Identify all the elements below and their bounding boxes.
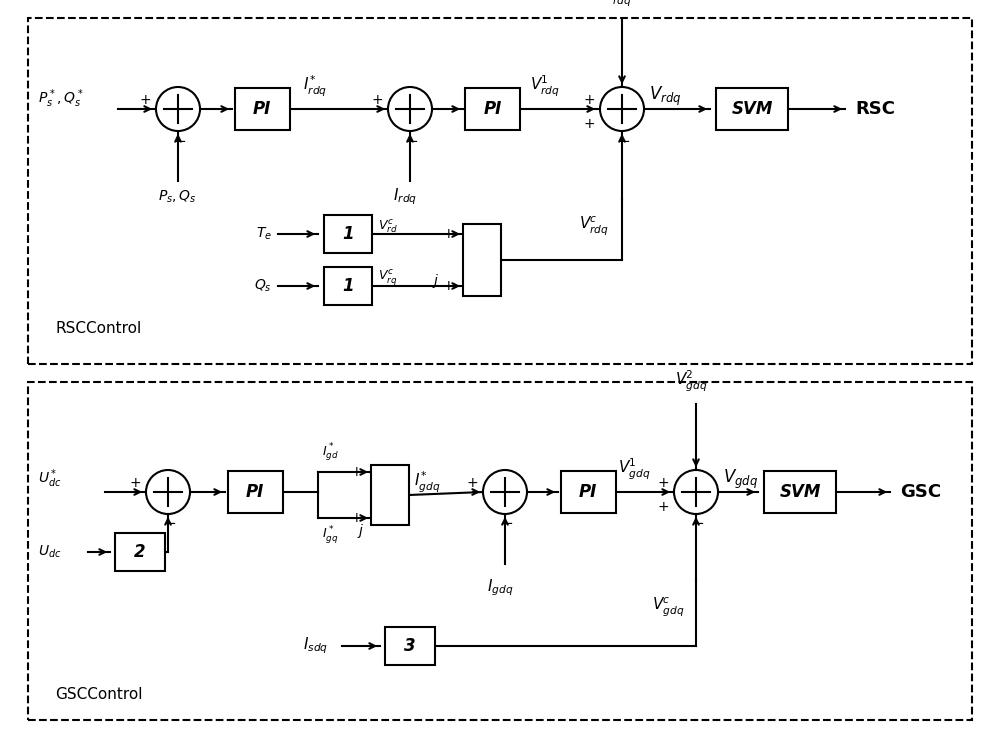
Bar: [115, 533, 165, 571]
Bar: [324, 215, 372, 253]
Text: $\mathbf{\mathit{V}}^2_{gdq}$: $\mathbf{\mathit{V}}^2_{gdq}$: [675, 369, 707, 394]
Bar: [235, 88, 290, 130]
Text: 3: 3: [404, 637, 416, 655]
Bar: [385, 627, 435, 665]
Text: $-$: $-$: [617, 132, 631, 147]
Text: GSC: GSC: [900, 483, 941, 501]
Text: PI: PI: [579, 483, 597, 501]
Text: +: +: [583, 93, 595, 107]
Text: GSCControl: GSCControl: [55, 687, 143, 702]
Circle shape: [388, 87, 432, 131]
Text: 1: 1: [342, 225, 354, 243]
Bar: [28, 382, 972, 720]
Circle shape: [483, 470, 527, 514]
Bar: [465, 88, 520, 130]
Text: +: +: [442, 227, 454, 241]
Text: +: +: [350, 511, 362, 525]
Text: $\mathit{U}^*_{dc}$: $\mathit{U}^*_{dc}$: [38, 468, 62, 490]
Bar: [463, 224, 501, 296]
Text: PI: PI: [484, 100, 502, 118]
Circle shape: [674, 470, 718, 514]
Text: +: +: [583, 117, 595, 131]
Text: $-$: $-$: [500, 515, 514, 530]
Text: SVM: SVM: [779, 483, 821, 501]
Text: 1: 1: [342, 277, 354, 295]
Text: 2: 2: [134, 543, 146, 561]
Text: $-$: $-$: [173, 132, 187, 147]
Text: +: +: [371, 93, 383, 107]
Text: $\mathit{P}_s$$,\mathit{Q}_s$: $\mathit{P}_s$$,\mathit{Q}_s$: [158, 189, 197, 205]
Text: PI: PI: [246, 483, 264, 501]
Text: $\mathbf{\mathit{I}}_{rdq}$: $\mathbf{\mathit{I}}_{rdq}$: [393, 187, 417, 208]
Text: $\mathbf{\mathit{I}}^*_{rdq}$: $\mathbf{\mathit{I}}^*_{rdq}$: [303, 74, 327, 99]
Text: +: +: [139, 93, 151, 107]
Text: $-$: $-$: [163, 515, 177, 530]
Text: $\mathbf{\mathit{I}}_{gdq}$: $\mathbf{\mathit{I}}_{gdq}$: [487, 577, 513, 597]
Bar: [764, 471, 836, 513]
Bar: [560, 471, 616, 513]
Text: +: +: [350, 465, 362, 479]
Bar: [28, 18, 972, 364]
Text: +: +: [657, 476, 669, 490]
Text: RSC: RSC: [855, 100, 895, 118]
Text: RSCControl: RSCControl: [55, 321, 141, 336]
Bar: [228, 471, 283, 513]
Text: $\mathbf{\mathit{I}}^*_{gdq}$: $\mathbf{\mathit{I}}^*_{gdq}$: [414, 469, 441, 495]
Text: +: +: [657, 500, 669, 514]
Text: $\mathit{V}^c_{rd}$: $\mathit{V}^c_{rd}$: [378, 217, 398, 235]
Text: $\mathit{P}_s^*$$,\mathit{Q}_s^*$: $\mathit{P}_s^*$$,\mathit{Q}_s^*$: [38, 88, 84, 110]
Text: $\mathbf{\mathit{V}}_{rdq}$: $\mathbf{\mathit{V}}_{rdq}$: [649, 84, 682, 108]
Text: $\mathit{V}^c_{rq}$: $\mathit{V}^c_{rq}$: [378, 269, 397, 288]
Text: $\mathit{I}^*_{gq}$: $\mathit{I}^*_{gq}$: [322, 524, 338, 546]
Text: $-$: $-$: [691, 515, 705, 530]
Text: SVM: SVM: [731, 100, 773, 118]
Bar: [324, 267, 372, 305]
Text: $\mathit{j}$: $\mathit{j}$: [357, 522, 364, 540]
Circle shape: [600, 87, 644, 131]
Text: +: +: [129, 476, 141, 490]
Text: $\mathbf{\mathit{I}}_{sdq}$: $\mathbf{\mathit{I}}_{sdq}$: [303, 635, 328, 656]
Text: $\mathbf{\mathit{V}}^c_{gdq}$: $\mathbf{\mathit{V}}^c_{gdq}$: [652, 595, 684, 618]
Text: $\mathbf{\mathit{V}}^2_{rdq}$: $\mathbf{\mathit{V}}^2_{rdq}$: [602, 0, 632, 9]
Bar: [371, 465, 409, 525]
Bar: [716, 88, 788, 130]
Text: $\mathit{j}$: $\mathit{j}$: [432, 272, 439, 290]
Text: +: +: [466, 476, 478, 490]
Text: $\mathbf{\mathit{V}}^1_{rdq}$: $\mathbf{\mathit{V}}^1_{rdq}$: [530, 74, 560, 99]
Circle shape: [146, 470, 190, 514]
Text: PI: PI: [253, 100, 271, 118]
Text: $\mathit{Q}_s$: $\mathit{Q}_s$: [254, 278, 272, 294]
Text: $\mathit{T}_e$: $\mathit{T}_e$: [256, 225, 272, 243]
Circle shape: [156, 87, 200, 131]
Text: $\mathbf{\mathit{V}}^c_{rdq}$: $\mathbf{\mathit{V}}^c_{rdq}$: [579, 214, 609, 237]
Text: $\mathbf{\mathit{V}}^1_{gdq}$: $\mathbf{\mathit{V}}^1_{gdq}$: [618, 457, 650, 482]
Text: $-$: $-$: [405, 132, 419, 147]
Text: +: +: [442, 279, 454, 293]
Text: $\mathit{I}^*_{gd}$: $\mathit{I}^*_{gd}$: [322, 442, 339, 464]
Text: $\mathit{U}_{dc}$: $\mathit{U}_{dc}$: [38, 544, 62, 560]
Text: $\mathbf{\mathit{V}}_{gdq}$: $\mathbf{\mathit{V}}_{gdq}$: [723, 467, 758, 490]
